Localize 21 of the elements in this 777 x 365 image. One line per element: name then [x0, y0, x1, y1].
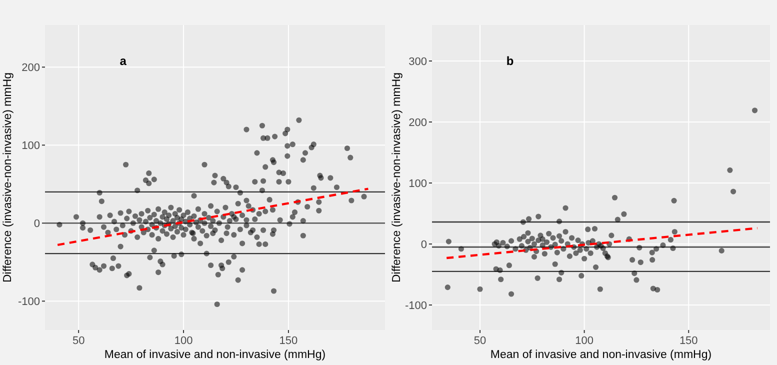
x-tick-label: 100 — [575, 335, 594, 347]
y-tick-label: 200 — [408, 116, 427, 129]
y-tick-label: 200 — [22, 62, 40, 74]
y-tick-label: 100 — [22, 140, 40, 152]
y-tick-label: -100 — [404, 300, 427, 312]
text: b — [506, 54, 514, 68]
text: a — [120, 54, 127, 68]
y-axis-title: Difference (invasive-non-invasive) mmHg — [391, 72, 403, 283]
y-axis-title: Difference (invasive-non-invasive) mmHg — [2, 72, 14, 283]
y-tick-label: 0 — [420, 238, 427, 251]
x-axis-title: Mean of invasive and non-invasive (mmHg) — [104, 349, 326, 361]
x-tick-label: 50 — [474, 335, 486, 347]
x-tick-label: 150 — [679, 335, 698, 347]
y-tick-label: 100 — [408, 178, 427, 190]
y-tick-label: 300 — [408, 56, 427, 68]
x-tick-label: 100 — [174, 335, 193, 347]
y-tick-label: 0 — [34, 218, 40, 230]
y-tick-label: -100 — [18, 296, 40, 308]
x-tick-label: 50 — [72, 335, 85, 347]
x-axis-title: Mean of invasive and non-invasive (mmHg) — [490, 349, 712, 361]
x-tick-label: 150 — [279, 335, 298, 347]
